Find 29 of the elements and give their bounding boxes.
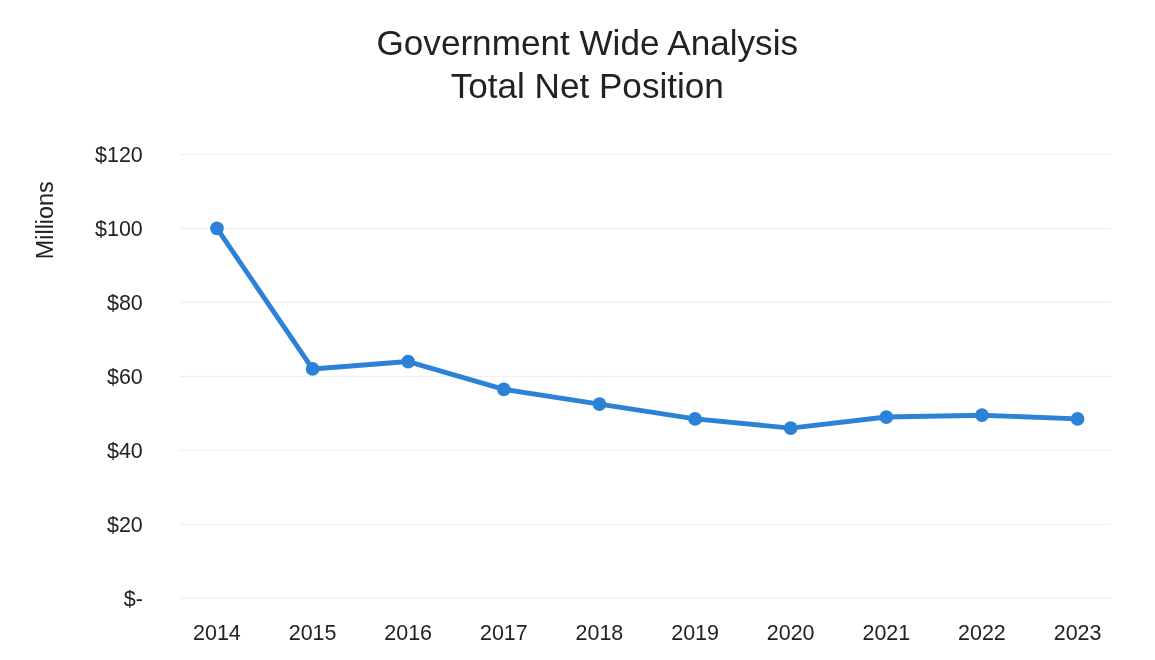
point [401, 354, 416, 369]
x-tick-label: 2017 [479, 621, 528, 646]
x-tick-label: 2020 [766, 621, 815, 646]
y-tick-label: $80 [107, 290, 143, 315]
x-tick-label: 2021 [862, 621, 911, 646]
point [688, 412, 702, 426]
x-tick-label: 2019 [671, 621, 719, 646]
y-tick-label: $- [123, 586, 143, 611]
x-tick-label: 2023 [1053, 621, 1102, 646]
x-tick-label: 2022 [958, 621, 1006, 646]
point [783, 421, 798, 435]
y-tick-label: $40 [107, 438, 143, 463]
x-tick-label: 2015 [288, 621, 337, 646]
point [879, 410, 894, 424]
point [305, 362, 320, 376]
point [1070, 412, 1085, 426]
y-axis-title: Millions [32, 181, 59, 260]
point [497, 382, 511, 397]
y-tick-label: $60 [107, 364, 143, 389]
point [975, 408, 989, 423]
y-tick-label: $100 [95, 216, 143, 241]
chart-title: Government Wide Analysis Total Net Position [376, 22, 798, 105]
point [210, 221, 224, 236]
x-tick-label: 2016 [384, 621, 433, 646]
x-tick-label: 2014 [193, 621, 241, 646]
x-tick-label: 2018 [575, 621, 624, 646]
point [592, 397, 607, 411]
y-tick-label: $20 [107, 512, 143, 537]
y-tick-label: $120 [95, 142, 143, 167]
